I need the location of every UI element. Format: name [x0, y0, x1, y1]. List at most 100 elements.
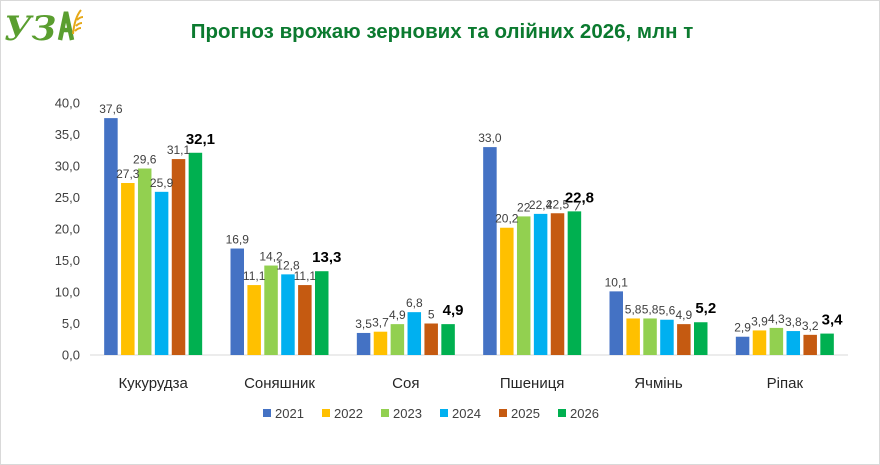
bar-value-label: 22,4 — [529, 198, 553, 212]
bar-value-label: 3,5 — [355, 317, 372, 331]
legend-swatch — [440, 409, 448, 417]
bar-value-label: 12,8 — [276, 258, 300, 272]
bar-2021 — [356, 332, 371, 355]
legend-label: 2021 — [275, 406, 304, 421]
legend-label: 2025 — [511, 406, 540, 421]
bar-value-label: 20,2 — [495, 212, 519, 226]
bar-value-label: 37,6 — [99, 102, 123, 116]
bar-2024 — [533, 213, 548, 355]
y-tick-label: 10,0 — [55, 285, 80, 300]
chart-title: Прогноз врожаю зернових та олійних 2026,… — [191, 20, 694, 43]
bar-value-label: 4,9 — [676, 308, 693, 322]
legend-swatch — [499, 409, 507, 417]
bar-value-label: 31,1 — [167, 143, 191, 157]
bar-value-label: 11,1 — [243, 269, 266, 283]
uza-logo: УЗ — [4, 9, 84, 49]
bar-value-label: 2,9 — [734, 321, 751, 335]
category-label: Соняшник — [244, 375, 315, 392]
bar-value-label: 29,6 — [133, 153, 157, 167]
bar-2022 — [752, 330, 767, 355]
bar-2022 — [373, 331, 388, 355]
bar-2023 — [769, 327, 784, 355]
legend-swatch — [322, 409, 330, 417]
legend: 2021 2022 2023 2024 2025 2026 — [263, 406, 599, 421]
bar-series-group — [104, 118, 834, 356]
category-label: Соя — [392, 375, 419, 392]
bar-value-label: 3,7 — [372, 316, 389, 330]
bar-2021 — [230, 248, 244, 355]
bar-2022 — [626, 318, 640, 355]
logo-letters: УЗ — [4, 9, 56, 49]
bar-value-label: 5 — [428, 308, 435, 322]
bar-value-label: 27,3 — [116, 167, 140, 181]
bar-value-label: 32,1 — [186, 131, 215, 148]
y-tick-label: 25,0 — [55, 190, 80, 205]
bar-value-label: 11,1 — [294, 269, 317, 283]
bar-2021 — [483, 147, 497, 355]
legend-swatch — [263, 409, 271, 417]
y-tick-label: 35,0 — [55, 127, 80, 142]
y-tick-label: 15,0 — [55, 253, 80, 268]
y-tick-label: 30,0 — [55, 159, 80, 174]
bar-value-label: 5,8 — [642, 302, 659, 316]
bar-2026 — [441, 324, 455, 355]
bar-2024 — [407, 312, 422, 355]
bar-2023 — [137, 168, 152, 355]
label-leader-line — [574, 201, 581, 211]
bar-2025 — [424, 323, 438, 355]
bar-2025 — [677, 324, 691, 355]
bar-2025 — [171, 159, 186, 355]
bar-2021 — [735, 336, 750, 355]
data-labels-group: 37,6 27,329,6 25,9 31,132,1 16,9 11,1 14,212,8… — [99, 102, 843, 335]
bar-value-label: 4,9 — [443, 302, 464, 319]
bar-value-label: 22 — [517, 200, 531, 214]
bar-value-label: 14,2 — [259, 250, 283, 264]
bar-2026 — [694, 322, 708, 355]
bar-2026 — [188, 152, 203, 355]
bar-2026 — [567, 211, 582, 355]
bar-value-label: 5,8 — [625, 302, 642, 316]
y-tick-label: 5,0 — [62, 316, 80, 331]
bar-2021 — [104, 118, 118, 356]
legend-label: 2024 — [452, 406, 481, 421]
legend-swatch — [381, 409, 389, 417]
bar-2022 — [121, 183, 135, 355]
bar-2024 — [281, 274, 295, 355]
bar-value-label: 5,6 — [659, 304, 676, 318]
bar-value-label: 5,2 — [695, 300, 716, 317]
bar-value-label: 3,9 — [751, 314, 768, 328]
bar-2021 — [609, 291, 623, 355]
bar-2025 — [803, 334, 817, 355]
bar-2023 — [643, 318, 657, 355]
legend-label: 2022 — [334, 406, 363, 421]
bar-value-label: 25,9 — [150, 176, 174, 190]
bar-value-label: 6,8 — [406, 296, 423, 310]
bar-value-label: 3,4 — [822, 312, 844, 329]
bar-value-label: 22,5 — [546, 197, 570, 211]
bar-2023 — [516, 216, 531, 355]
bar-2022 — [247, 285, 261, 355]
bar-value-label: 33,0 — [478, 131, 502, 145]
logo-letter-a — [57, 11, 75, 41]
legend-label: 2023 — [393, 406, 422, 421]
category-label: Ячмінь — [634, 375, 683, 392]
bar-2026 — [315, 271, 329, 355]
y-tick-label: 40,0 — [55, 96, 80, 111]
bar-value-label: 22,8 — [565, 189, 594, 206]
bar-value-label: 3,2 — [802, 319, 819, 333]
wheat-ear-icon — [72, 9, 84, 35]
bar-value-label: 13,3 — [312, 249, 341, 266]
legend-label: 2026 — [570, 406, 599, 421]
bar-2023 — [264, 265, 278, 355]
bar-2024 — [154, 191, 169, 355]
category-label: Кукурудза — [118, 375, 188, 392]
bar-2025 — [550, 213, 565, 355]
bar-value-label: 10,1 — [605, 275, 629, 289]
category-label: Ріпак — [767, 375, 804, 392]
bar-value-label: 3,8 — [785, 315, 802, 329]
category-label: Пшениця — [500, 375, 565, 392]
bar-value-label: 4,3 — [768, 312, 785, 326]
bar-2023 — [390, 324, 405, 355]
bar-2026 — [820, 333, 834, 355]
